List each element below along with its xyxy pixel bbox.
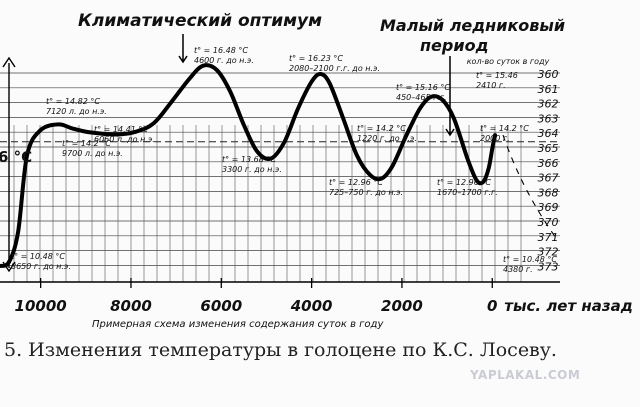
axis-caption: Примерная схема изменения содержания сут… xyxy=(92,319,384,330)
day-scale-label: 365 xyxy=(538,142,559,155)
annotation-date: 4600 г. до н.э. xyxy=(194,56,254,65)
annotation-date: 3300 г. до н.э. xyxy=(222,165,282,174)
annotation-temp: t° = 12.96 °С xyxy=(437,178,491,187)
title-right-line1: Малый ледниковый xyxy=(380,16,565,35)
annotation-temp: t° = 14.82 °С xyxy=(46,97,100,106)
day-scale-label: 366 xyxy=(538,157,559,170)
temp-axis-arrow xyxy=(2,261,16,273)
annotation-date: 2080–2100 г.г. до н.э. xyxy=(289,64,380,73)
x-axis-label: тыс. лет назад xyxy=(504,297,633,315)
x-tick-label: 2000 xyxy=(381,297,423,315)
annotation-temp: t° = 13.68 °С xyxy=(222,155,276,164)
annotation-date: 725–750 г. до н.э. xyxy=(329,188,403,197)
annotation-date: 6060 л. до н.э. xyxy=(94,135,155,144)
title-arrow xyxy=(445,56,455,137)
day-scale-label: 360 xyxy=(538,68,559,81)
day-scale-label: 363 xyxy=(538,112,559,125)
day-scale-title: кол-во суток в году xyxy=(467,57,550,66)
annotation-temp: t° = 16.48 °С xyxy=(194,46,248,55)
temp-axis-arrow xyxy=(2,56,16,68)
annotation-date: 4380 г. xyxy=(503,265,533,274)
annotation-temp: t° = 14.2 °С xyxy=(480,124,529,133)
watermark: YAPLAKAL.COM xyxy=(470,368,581,382)
annotation-temp: t° = 15.46 xyxy=(476,71,518,80)
title-right-line2: период xyxy=(420,36,488,55)
annotation-date: 9700 л. до н.э. xyxy=(62,149,123,158)
annotation-temp: t° = 10.48 °С xyxy=(503,255,557,264)
annotation-date: 450–465 г.г. xyxy=(396,93,447,102)
x-tick-label: 6000 xyxy=(200,297,242,315)
day-scale-label: 364 xyxy=(538,127,559,140)
title-arrow xyxy=(178,34,188,64)
day-scale-curve xyxy=(502,134,557,239)
x-tick-label: 0 xyxy=(487,297,497,315)
day-scale-label: 362 xyxy=(538,98,559,111)
day-scale-label: 372 xyxy=(538,246,559,259)
day-scale-label: 361 xyxy=(538,83,559,96)
annotation-temp: t° = 10.48 °С xyxy=(11,252,65,261)
day-scale-label: 371 xyxy=(538,231,559,244)
day-scale-label: 368 xyxy=(538,186,559,199)
annotation-temp: t° = 14.2 °С xyxy=(62,139,111,148)
annotation-temp: t° = 12.96 °С xyxy=(329,178,383,187)
annotation-temp: t° = 16.23 °С xyxy=(289,54,343,63)
day-scale-label: 369 xyxy=(538,201,559,214)
annotation-temp: t° = 14.2 °С xyxy=(357,124,406,133)
annotation-date: 1670–1700 г.г. xyxy=(437,188,498,197)
annotation-temp: t° = 15.16 °С xyxy=(396,83,450,92)
annotation-date: 2000 г. xyxy=(480,134,510,143)
x-tick-label: 8000 xyxy=(110,297,152,315)
day-scale-label: 370 xyxy=(538,216,559,229)
annotation-date: 2410 г. xyxy=(476,81,506,90)
figure-caption: 5. Изменения температуры в голоцене по К… xyxy=(4,339,557,361)
annotation-date: 8650 г. до н.э. xyxy=(11,262,71,271)
day-scale-label: 373 xyxy=(538,260,559,273)
x-tick-label: 4000 xyxy=(290,297,333,315)
annotation-date: 1220 г. до н.э. xyxy=(357,134,417,143)
x-tick-label: 10000 xyxy=(15,297,67,315)
annotation-temp: t° = 14.41 °С xyxy=(94,125,148,134)
temp-axis-label: 6 °С xyxy=(0,148,32,166)
annotation-date: 7120 л. до н.э. xyxy=(46,107,107,116)
temperature-curve xyxy=(0,63,497,268)
title-left: Климатический оптимум xyxy=(78,11,322,31)
day-scale-label: 367 xyxy=(538,172,559,185)
